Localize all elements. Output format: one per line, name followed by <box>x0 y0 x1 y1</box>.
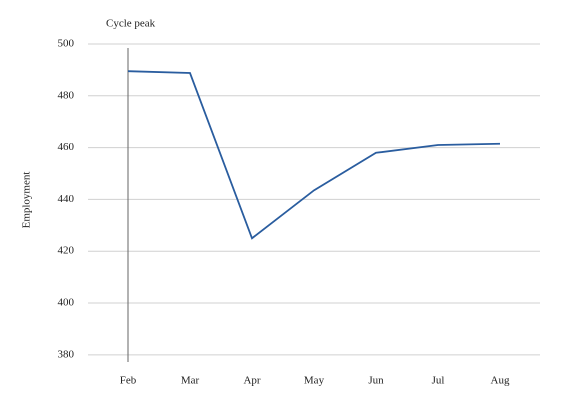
annotation-label: Cycle peak <box>106 18 156 30</box>
x-tick-label: May <box>304 375 325 387</box>
line <box>127 70 501 240</box>
y-axis-label: Employment <box>21 172 33 229</box>
y-tick-label: 400 <box>58 297 75 309</box>
y-tick-label: 460 <box>58 141 75 153</box>
y-tick-label: 500 <box>58 38 75 50</box>
x-tick-label: Jul <box>432 375 445 387</box>
x-tick-label: Aug <box>491 375 510 387</box>
y-tick-label: 420 <box>58 245 75 257</box>
y-tick-label: 380 <box>58 348 75 360</box>
x-tick-label: Feb <box>120 375 137 387</box>
x-tick-label: Apr <box>243 375 260 387</box>
y-tick-label: 440 <box>58 193 75 205</box>
x-tick-label: Jun <box>368 375 384 387</box>
y-tick-label: 480 <box>58 89 75 101</box>
x-tick-label: Mar <box>181 375 200 387</box>
